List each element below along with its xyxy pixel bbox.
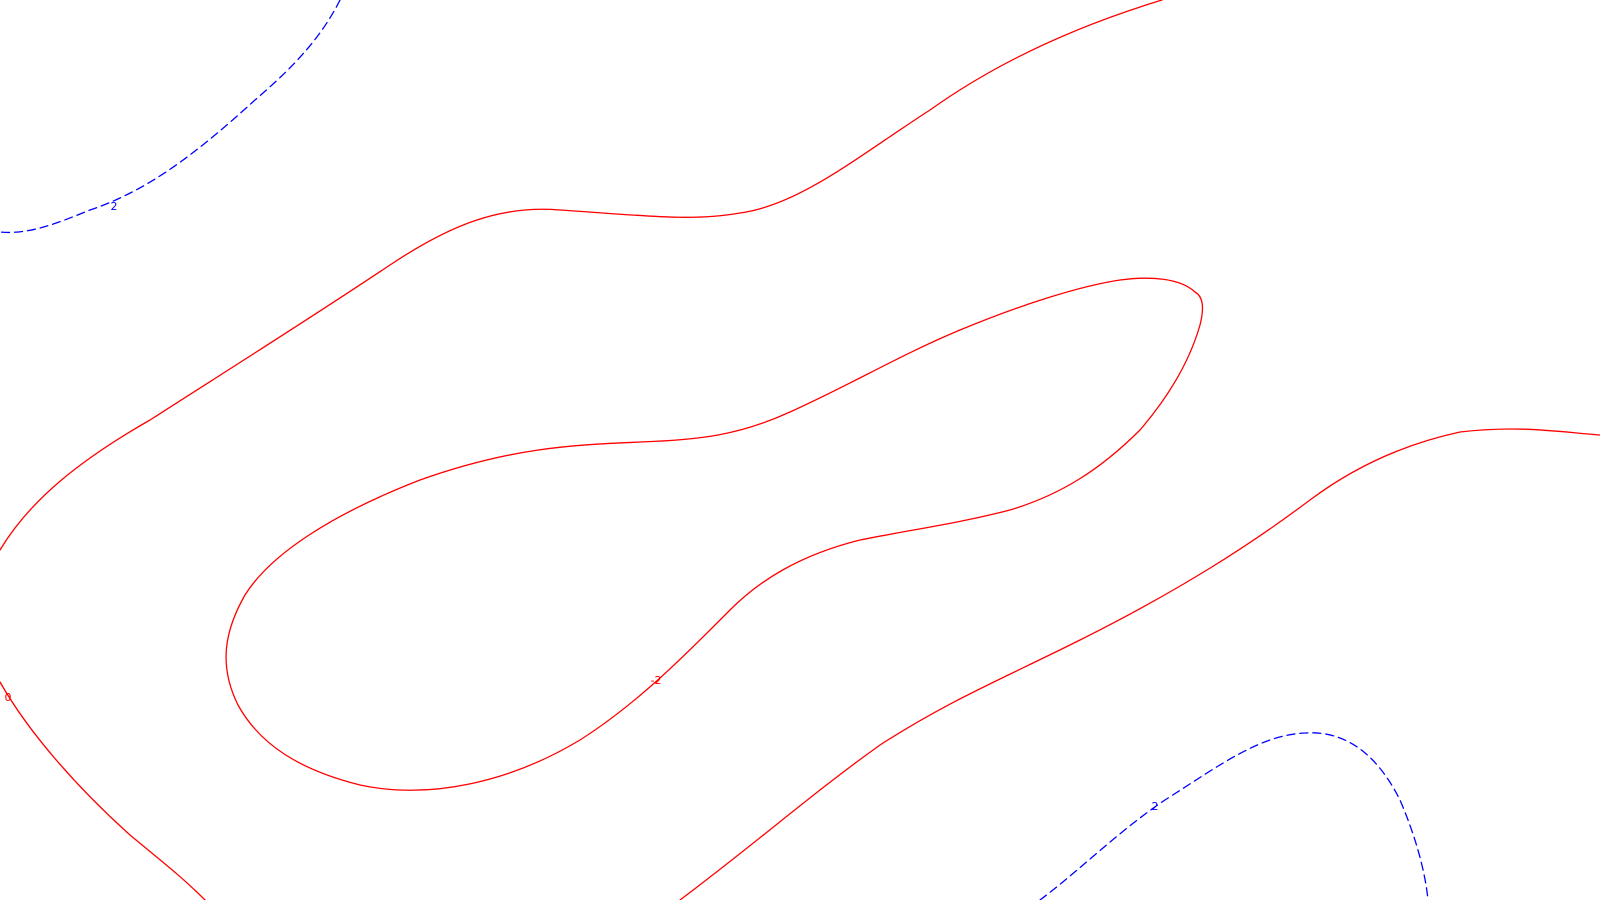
contour-label-inner-loop: -2 [651,674,662,687]
contour-line-lower-band [679,428,1600,900]
contour-line-inner-loop [225,277,1204,791]
contour-line-upper-left-dashed [0,0,341,234]
contour-line-outer-band [0,0,1163,551]
contour-line-lower-left [0,681,206,900]
contour-line-lower-right-dashed [1039,732,1429,900]
contour-label-lower-left: 0 [5,691,12,704]
contour-label-lower-right: 2 [1152,800,1159,813]
contour-label-upper-left: 2 [111,200,118,213]
